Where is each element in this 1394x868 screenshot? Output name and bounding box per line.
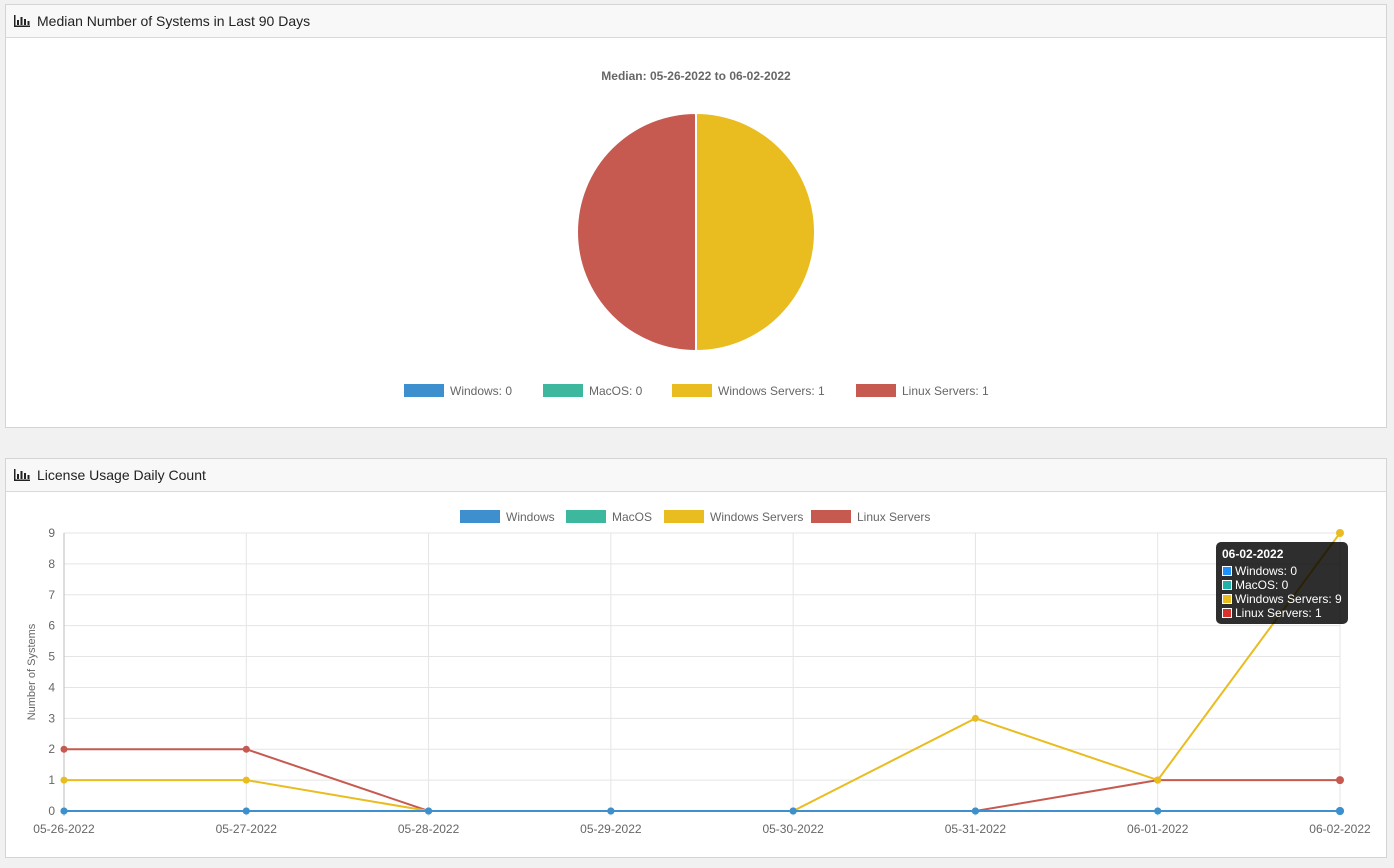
median-panel-header: Median Number of Systems in Last 90 Days [6,5,1386,38]
tooltip-title: 06-02-2022 [1222,547,1284,561]
y-tick-label: 7 [48,588,55,602]
data-point-windows-servers[interactable] [971,714,979,722]
data-point-windows[interactable] [425,807,433,815]
y-tick-label: 3 [48,711,55,725]
tooltip-row-windows: Windows: 0 [1222,564,1342,578]
line-legend-item-windows[interactable]: Windows [506,510,555,524]
data-point-windows[interactable] [607,807,615,815]
pie-chart-title: Median: 05-26-2022 to 06-02-2022 [601,69,791,83]
median-panel-title: Median Number of Systems in Last 90 Days [37,13,311,29]
legend-item-windows[interactable]: Windows: 0 [450,384,512,398]
tooltip-swatch [1222,594,1232,604]
x-tick-label: 06-02-2022 [1309,822,1371,836]
tooltip-row-text: Linux Servers: 1 [1235,606,1322,620]
data-point-windows[interactable] [1336,807,1344,815]
line-legend-swatch-windows [460,510,500,523]
data-point-windows[interactable] [1154,807,1162,815]
y-tick-label: 6 [48,619,55,633]
legend-swatch-windows-servers [672,384,712,397]
legend-item-macos[interactable]: MacOS: 0 [589,384,643,398]
legend-swatch-macos [543,384,583,397]
x-tick-label: 05-26-2022 [33,822,95,836]
data-point-windows[interactable] [971,807,979,815]
tooltip-row-windows-servers: Windows Servers: 9 [1222,592,1342,606]
y-tick-label: 1 [48,773,55,787]
bar-chart-icon [14,469,30,481]
pie-slice-linux-servers[interactable] [576,111,697,353]
data-point-windows-servers[interactable] [1154,776,1162,784]
y-tick-label: 9 [48,526,55,540]
data-point-windows[interactable] [242,807,250,815]
line-legend-item-linux-servers[interactable]: Linux Servers [857,510,930,524]
legend-item-linux-servers[interactable]: Linux Servers: 1 [902,384,989,398]
bar-chart-icon [14,15,30,27]
chart-tooltip: 06-02-2022 Windows: 0 MacOS: 0 Windows S… [1216,542,1348,624]
tooltip-swatch [1222,608,1232,618]
pie-slice-windows-servers[interactable] [695,111,816,353]
tooltip-swatch [1222,566,1232,576]
line-legend-swatch-linux-servers [811,510,851,523]
y-axis-label: Number of Systems [26,623,38,720]
data-point-windows-servers[interactable] [60,776,68,784]
tooltip-swatch [1222,580,1232,590]
line-legend-item-macos[interactable]: MacOS [612,510,652,524]
y-tick-label: 2 [48,742,55,756]
tooltip-row-macos: MacOS: 0 [1222,578,1342,592]
legend-swatch-linux-servers [856,384,896,397]
license-panel-title: License Usage Daily Count [37,467,206,483]
x-tick-label: 05-31-2022 [945,822,1007,836]
x-tick-label: 05-29-2022 [580,822,642,836]
line-legend-swatch-macos [566,510,606,523]
legend-swatch-windows [404,384,444,397]
y-tick-label: 4 [48,680,55,694]
line-chart: Windows MacOS Windows Servers Linux Servers… [26,510,1371,836]
tooltip-row-text: Windows: 0 [1235,564,1298,578]
data-point-windows-servers[interactable] [242,776,250,784]
y-tick-label: 5 [48,650,55,664]
x-tick-label: 05-27-2022 [216,822,278,836]
data-point-windows[interactable] [789,807,797,815]
tooltip-row-text: MacOS: 0 [1235,578,1289,592]
license-panel-header: License Usage Daily Count [6,459,1386,492]
data-point-windows[interactable] [60,807,68,815]
data-point-linux-servers[interactable] [60,745,68,753]
line-legend-swatch-windows-servers [664,510,704,523]
series-line-windows-servers [64,532,1341,812]
tooltip-row-text: Windows Servers: 9 [1235,592,1342,606]
data-point-windows-servers[interactable] [1336,529,1344,537]
x-tick-label: 05-30-2022 [762,822,824,836]
y-tick-label: 0 [48,804,55,818]
data-point-linux-servers[interactable] [1336,776,1344,785]
tooltip-row-linux-servers: Linux Servers: 1 [1222,606,1342,620]
legend-item-windows-servers[interactable]: Windows Servers: 1 [718,384,825,398]
license-usage-panel: License Usage Daily Count Windows MacOS Wi… [5,458,1387,858]
line-legend-item-windows-servers[interactable]: Windows Servers [710,510,803,524]
median-systems-panel: Median Number of Systems in Last 90 Days… [5,4,1387,428]
pie-chart: Median: 05-26-2022 to 06-02-2022 Windows… [404,69,989,398]
x-tick-label: 06-01-2022 [1127,822,1189,836]
x-tick-label: 05-28-2022 [398,822,460,836]
y-tick-label: 8 [48,557,55,571]
data-point-linux-servers[interactable] [242,745,250,753]
